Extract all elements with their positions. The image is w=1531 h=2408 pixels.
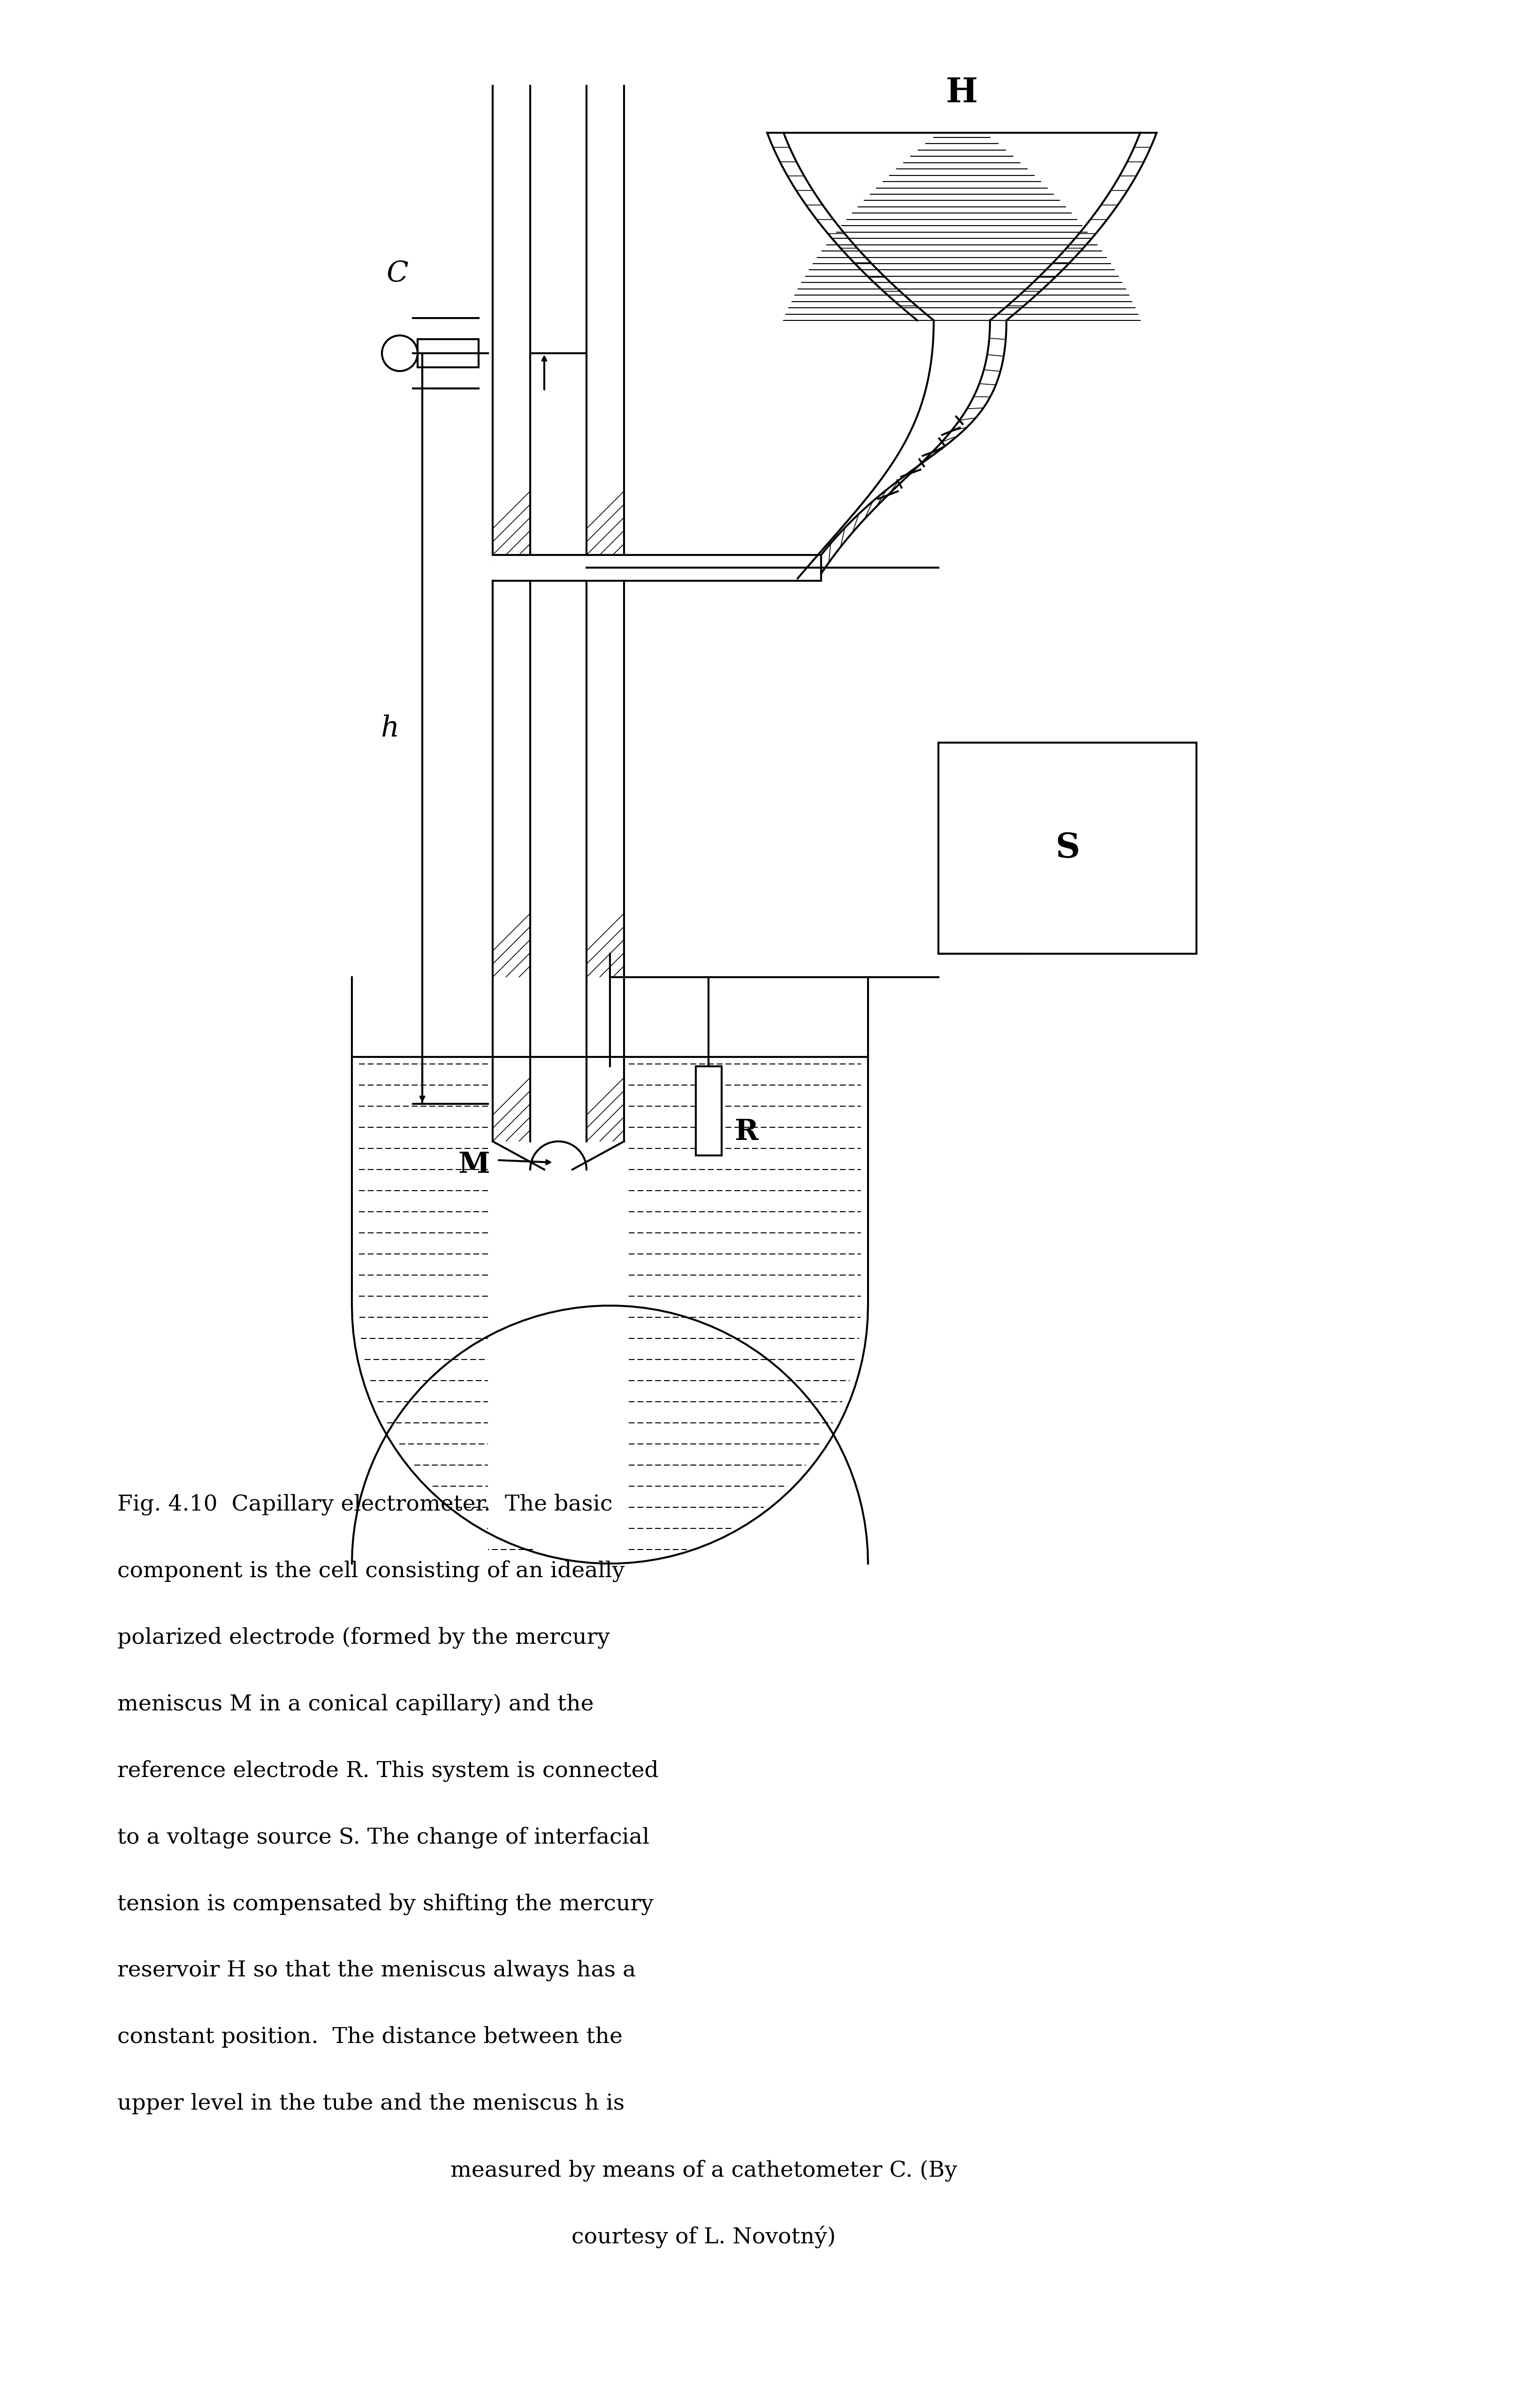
Bar (418, 340, 479, 368)
Text: H: H (946, 77, 978, 108)
Text: courtesy of L. Novotný): courtesy of L. Novotný) (571, 2225, 836, 2249)
Bar (939, 742, 1196, 954)
Text: Fig. 4.10  Capillary electrometer.  The basic: Fig. 4.10 Capillary electrometer. The ba… (118, 1493, 612, 1515)
Text: to a voltage source S. The change of interfacial: to a voltage source S. The change of int… (118, 1825, 649, 1847)
Text: component is the cell consisting of an ideally: component is the cell consisting of an i… (118, 1560, 625, 1582)
Text: measured by means of a cathetometer C. (By: measured by means of a cathetometer C. (… (450, 2160, 957, 2182)
Text: upper level in the tube and the meniscus h is: upper level in the tube and the meniscus… (118, 2093, 625, 2114)
Text: polarized electrode (formed by the mercury: polarized electrode (formed by the mercu… (118, 1625, 609, 1647)
Text: meniscus M in a conical capillary) and the: meniscus M in a conical capillary) and t… (118, 1693, 594, 1714)
Text: tension is compensated by shifting the mercury: tension is compensated by shifting the m… (118, 1893, 654, 1914)
Text: C: C (387, 260, 409, 287)
Text: R: R (735, 1117, 758, 1146)
Text: S: S (1055, 831, 1079, 864)
Text: reservoir H so that the meniscus always has a: reservoir H so that the meniscus always … (118, 1960, 635, 1982)
Bar (493, 554, 821, 580)
Text: M: M (458, 1151, 490, 1180)
Bar (695, 1067, 721, 1156)
Text: h: h (380, 715, 398, 742)
Circle shape (381, 335, 418, 371)
Text: reference electrode R. This system is connected: reference electrode R. This system is co… (118, 1760, 658, 1782)
Text: constant position.  The distance between the: constant position. The distance between … (118, 2025, 623, 2047)
